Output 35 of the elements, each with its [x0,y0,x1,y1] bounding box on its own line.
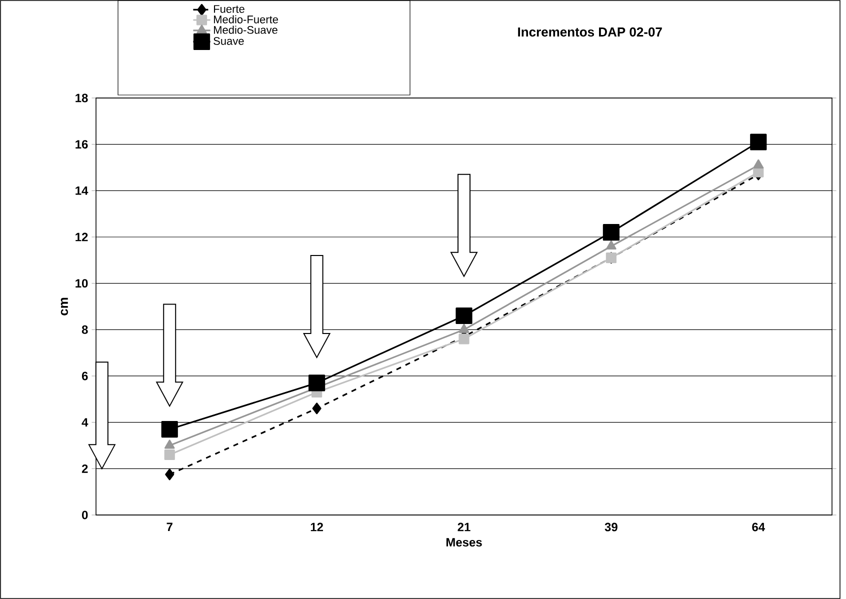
point [753,159,764,168]
y-tick-label: 18 [76,94,88,102]
x-tick-label: 7 [166,522,172,532]
x-tick-label: 39 [604,522,618,532]
legend-label: Medio-Fuerte [214,15,278,24]
y-tick-label: 14 [76,186,88,195]
point [165,468,174,480]
chart-title: Incrementos DAP 02-07 [518,27,662,37]
point [750,134,767,150]
y-tick-label: 2 [82,464,88,473]
y-tick-label: 16 [76,140,88,149]
point [312,402,322,414]
legend-label: Suave [214,37,244,45]
legend-label: Medio-Suave [214,26,278,34]
x-tick-label: 12 [310,522,323,532]
y-axis-title: cm [60,298,68,316]
y-tick-label: 10 [76,279,88,288]
x-tick-label: 21 [458,522,470,532]
point [456,307,472,324]
point [164,449,175,460]
legend-label: Fuerte [214,5,244,13]
y-tick-label: 6 [82,372,88,380]
point [164,440,175,449]
x-tick-label: 64 [752,522,765,532]
y-tick-label: 12 [76,232,88,242]
y-tick-label: 8 [82,325,88,334]
x-axis-title: Meses [446,538,482,547]
point [602,224,620,241]
point [458,334,470,344]
point [308,374,326,392]
point [458,324,470,333]
y-tick-label: 4 [82,418,88,426]
y-tick-label: 0 [82,510,88,520]
point [606,240,616,250]
point [161,420,178,438]
